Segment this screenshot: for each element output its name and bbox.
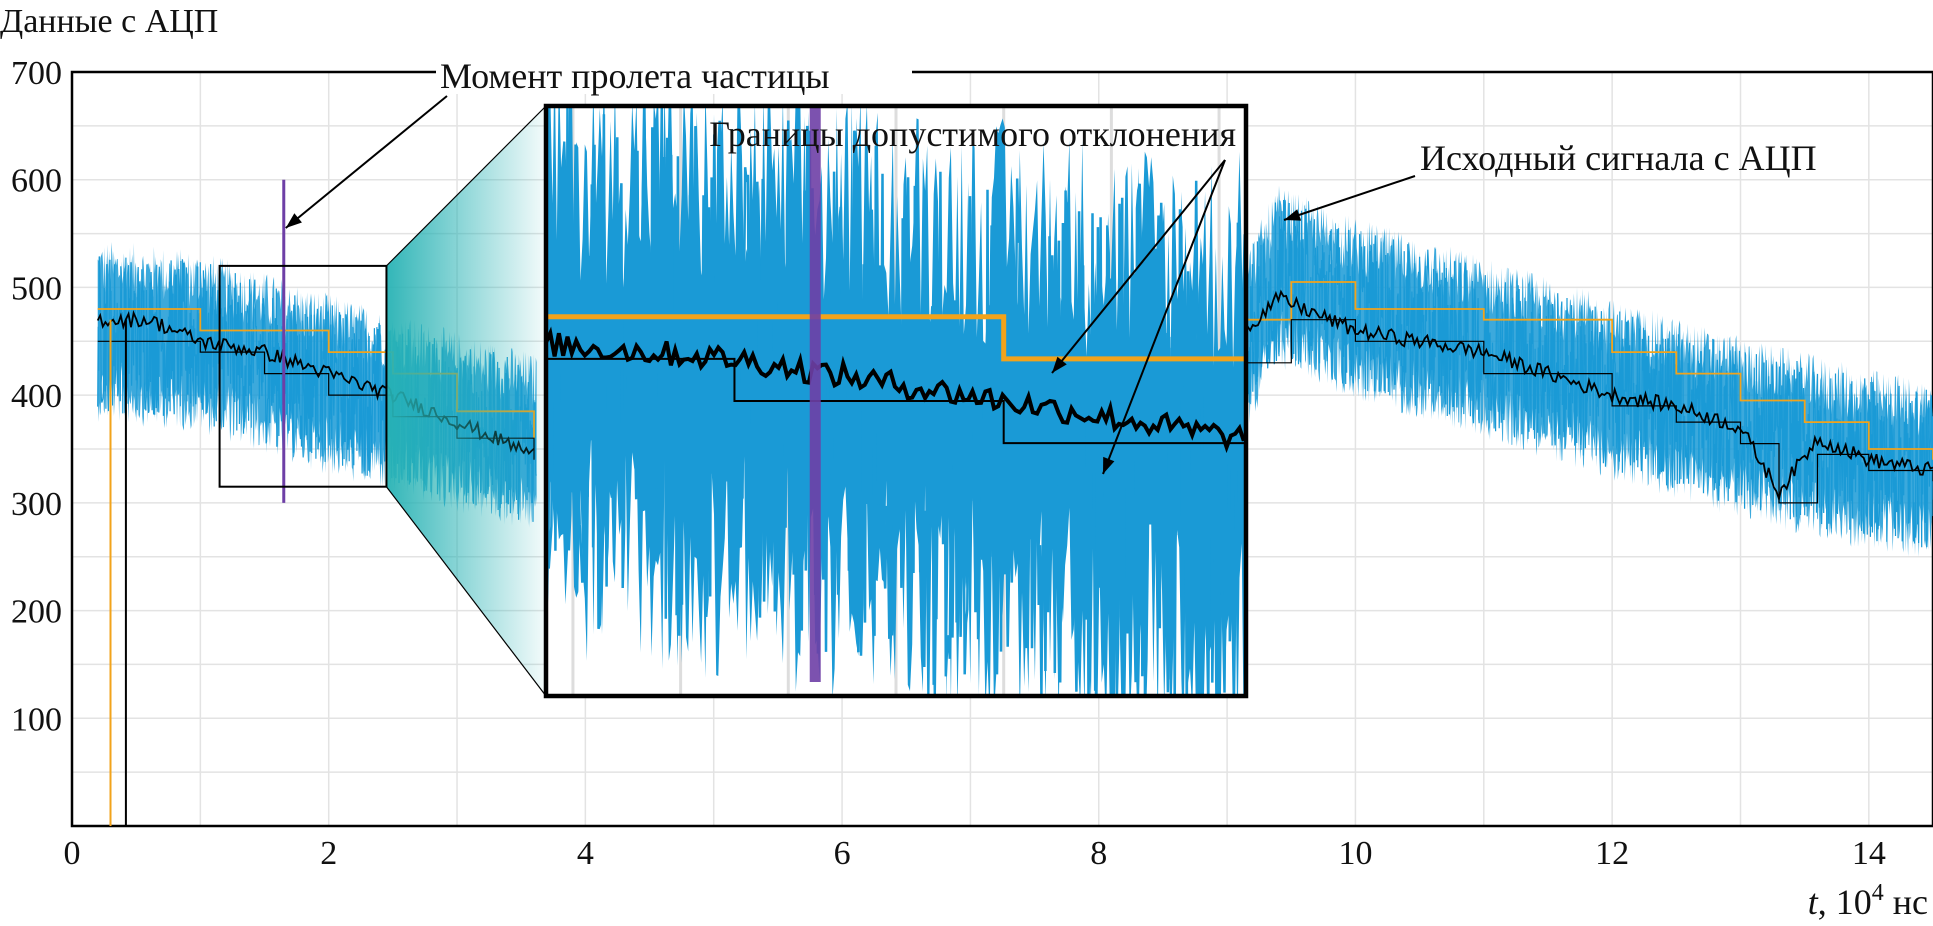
x-tick-label: 0 (64, 835, 81, 872)
annotation-bounds-label: Границы допустимого отклонения (709, 114, 1236, 154)
inset-filtered-series (546, 326, 1246, 454)
annotation-signal-label: Исходный сигнала с АЦП (1420, 138, 1817, 178)
x-tick-label: 4 (577, 835, 594, 872)
y-axis-label: Данные с АЦП (0, 3, 218, 40)
annotation-bounds-arrow-lower-head (1103, 456, 1115, 474)
annotation-particle-arrow-head (285, 213, 302, 228)
annotation-signal-arrow-head (1284, 209, 1302, 221)
inset-frame (543, 103, 1249, 699)
x-tick-label: 12 (1595, 835, 1629, 872)
filtered-series-right (1236, 289, 1933, 503)
y-tick-label: 600 (11, 163, 62, 200)
zoom-connector-bottom (385, 486, 547, 697)
y-tick-label: 400 (11, 378, 62, 415)
y-tick-label: 300 (11, 486, 62, 523)
inset-plot (546, 106, 1246, 696)
zoom-connector-top (386, 105, 547, 267)
plot-frame (70, 70, 1933, 828)
y-tick-label: 100 (11, 701, 62, 738)
y-tick-label: 200 (11, 594, 62, 631)
inset-upper-bound (546, 314, 1246, 362)
y-tick-label: 700 (11, 55, 62, 92)
annotation-bounds-arrow-upper-head (1052, 356, 1067, 373)
inset-signal-series (546, 106, 1246, 696)
x-tick-label: 14 (1852, 835, 1886, 872)
annotation-signal-arrow (1283, 175, 1416, 221)
zoom-inset (543, 103, 1249, 699)
zoom-projection (386, 106, 546, 696)
x-tick-label: 10 (1338, 835, 1372, 872)
annotation-bounds-arrow-upper (1051, 159, 1226, 374)
x-tick-label: 2 (320, 835, 337, 872)
upper-bound-series-right (1239, 281, 1933, 460)
particle-label-background (436, 54, 912, 94)
x-tick-label: 6 (834, 835, 851, 872)
inset-lower-bound (546, 357, 1246, 445)
x-tick-label: 8 (1090, 835, 1107, 872)
annotation-particle-label: Момент пролета частицы (440, 56, 830, 96)
x-axis-label: t, 104 нс (1808, 880, 1928, 922)
zoom-region-box (218, 264, 388, 488)
y-tick-label: 500 (11, 270, 62, 307)
annotation-bounds-arrow-lower (1102, 159, 1226, 475)
annotation-particle-arrow (285, 95, 448, 229)
